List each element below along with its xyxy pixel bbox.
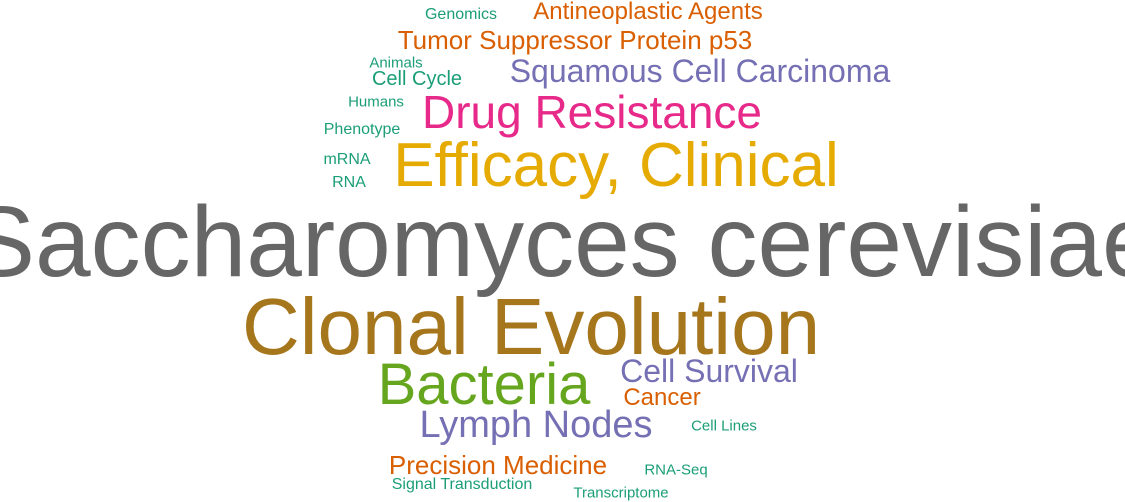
cloud-word-precision-medicine[interactable]: Precision Medicine — [388, 450, 608, 480]
cloud-word-lymph-nodes[interactable]: Lymph Nodes — [419, 404, 653, 446]
cloud-word-cell-survival[interactable]: Cell Survival — [620, 353, 798, 389]
cloud-word-clonal-evolution[interactable]: Clonal Evolution — [241, 282, 821, 371]
cloud-word-saccharomyces-cerevisiae[interactable]: Saccharomyces cerevisiae — [0, 186, 1125, 298]
cloud-word-antineoplastic-agents[interactable]: Antineoplastic Agents — [533, 0, 763, 25]
cloud-word-mrna[interactable]: mRNA — [323, 151, 371, 168]
cloud-word-phenotype[interactable]: Phenotype — [323, 121, 401, 138]
cloud-word-humans[interactable]: Humans — [348, 93, 404, 111]
cloud-word-transcriptome[interactable]: Transcriptome — [573, 484, 669, 502]
cloud-word-squamous-cell-carcinoma[interactable]: Squamous Cell Carcinoma — [509, 53, 891, 89]
cloud-word-cell-cycle[interactable]: Cell Cycle — [371, 68, 463, 90]
cloud-word-efficacy-clinical[interactable]: Efficacy, Clinical — [393, 131, 839, 200]
cloud-word-bacteria[interactable]: Bacteria — [377, 352, 591, 417]
cloud-word-rna[interactable]: RNA — [332, 174, 366, 191]
cloud-word-rna-seq[interactable]: RNA-Seq — [644, 461, 708, 479]
cloud-word-genomics[interactable]: Genomics — [424, 6, 498, 23]
cloud-word-signal-transduction[interactable]: Signal Transduction — [391, 476, 533, 493]
cloud-word-cell-lines[interactable]: Cell Lines — [691, 417, 757, 435]
cloud-word-tumor-suppressor-protein-p53[interactable]: Tumor Suppressor Protein p53 — [397, 25, 753, 55]
cloud-word-cancer[interactable]: Cancer — [623, 384, 701, 411]
cloud-word-drug-resistance[interactable]: Drug Resistance — [421, 86, 763, 138]
cloud-word-animals[interactable]: Animals — [369, 54, 423, 72]
